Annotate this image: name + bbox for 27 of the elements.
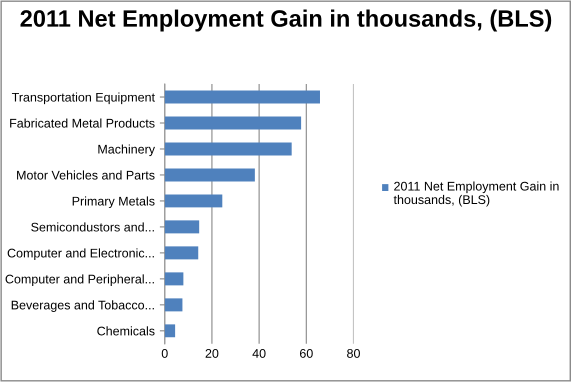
x-tick-label: 60 (300, 348, 313, 358)
bar (164, 246, 198, 260)
bar (164, 272, 184, 286)
bar (164, 194, 222, 208)
bar (164, 142, 292, 156)
bar (164, 220, 200, 234)
x-tick-label: 20 (206, 348, 218, 358)
y-tick-label: Computer and Electronic... (8, 248, 154, 260)
chart-title: 2011 Net Employment Gain in thousands, (BLS) (20, 10, 552, 32)
y-tick-label: Chemicals (97, 326, 155, 336)
y-tick-label: Transportation Equipment (12, 92, 155, 104)
y-tick-label: Beverages and Tobacco... (12, 300, 154, 312)
y-tick-label: Semicondustors and... (31, 222, 154, 232)
y-tick-label: Machinery (98, 144, 155, 156)
bar (164, 168, 255, 182)
bar (164, 324, 176, 338)
y-tick-label: Computer and Peripheral... (6, 274, 154, 286)
x-tick-label: 80 (347, 348, 360, 358)
bar (164, 298, 182, 312)
y-tick-label: Fabricated Metal Products (10, 118, 155, 128)
x-tick-label: 0 (162, 348, 168, 358)
x-tick-label: 40 (252, 348, 266, 358)
bar (164, 90, 320, 104)
y-tick-label: Motor Vehicles and Parts (17, 170, 155, 180)
legend-label: 2011 Net Employment Gain in thousands, (BLS) (394, 181, 559, 207)
bar (164, 116, 302, 130)
y-tick-label: Primary Metals (72, 196, 155, 208)
